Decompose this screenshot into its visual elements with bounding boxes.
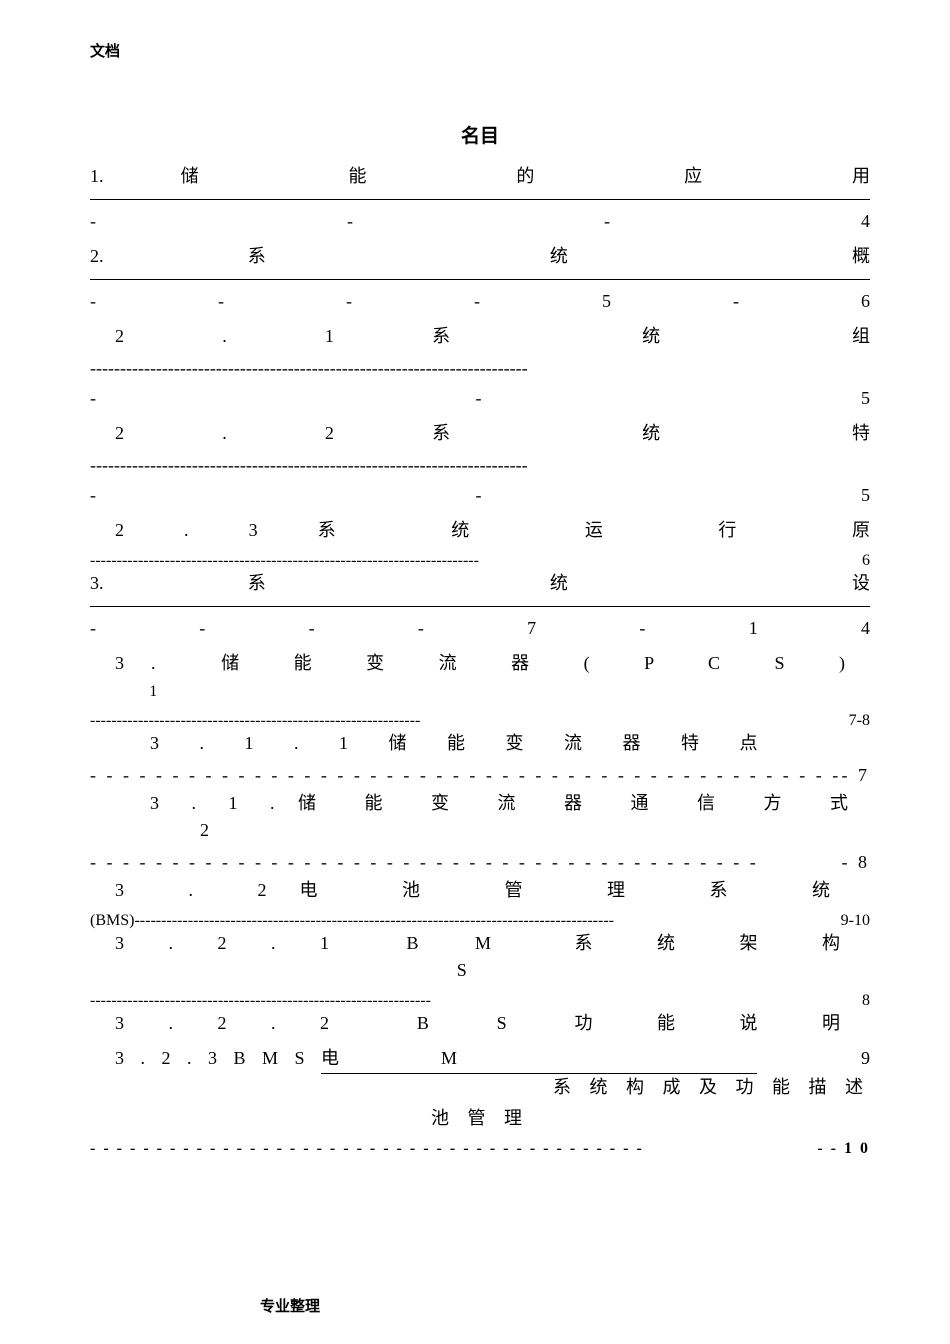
page-num: 7-8: [849, 712, 870, 730]
toc-page-1: - - - 4: [90, 208, 870, 235]
toc-entry-32: 3 . 2 电 池 管 理 系 统: [90, 877, 870, 904]
dashed-line-with-page: ----------------------------------------…: [90, 552, 870, 570]
page-num: 8: [862, 992, 870, 1010]
toc-entry-21: 2 . 1 系 统 组: [90, 323, 870, 350]
section-text: 电 池 管 理 系 统: [300, 877, 871, 904]
section-num: 3: [115, 650, 124, 704]
page-num: - 7: [842, 765, 871, 786]
toc-page-2: - - - - 5 - 6: [90, 288, 870, 315]
toc-entry-2: 2. 系 统 概: [90, 243, 870, 270]
section-num-bottom: 2: [150, 820, 209, 840]
section-num-stack: 3 . 1 . 2: [150, 790, 289, 844]
letter-b: B: [417, 1010, 429, 1037]
section-num: 3 . 2 . 3 B M S 电: [115, 1045, 345, 1101]
m-letter: M: [441, 1045, 457, 1101]
toc-entry-1: 1. 储 能 的 应 用: [90, 163, 870, 190]
section-num-top: 3 . 1 .: [150, 793, 289, 813]
toc-title: 名目: [90, 121, 870, 148]
dashed-line: ----------------------------------------…: [90, 455, 870, 476]
section-num: 3 . 2: [115, 877, 297, 904]
bms-line: (BMS) ----------------------------------…: [90, 912, 870, 930]
toc-entry-321: 3 . 2 . 1 B M S 系 统 架 构: [90, 930, 870, 984]
dashed-line-with-page: ----------------------------------------…: [90, 992, 870, 1010]
toc-entry-322: 3 . 2 . 2 B S 功 能 说 明: [90, 1010, 870, 1037]
toc-page-3: - - - - 7 - 1 4: [90, 615, 870, 642]
dashed-line-with-page: - - - - - - - - - - - - - - - - - - - - …: [90, 852, 870, 873]
dashed-line-with-page: ----------------------------------------…: [90, 712, 870, 730]
toc-page-22: - - 5: [90, 482, 870, 509]
section-text: 储 能 变 流 器 通 信 方 式: [298, 790, 870, 844]
separator-line: [90, 605, 870, 607]
section-text: 系 统 构 成 及 功 能 描 述: [553, 1077, 870, 1097]
toc-entry-22: 2 . 2 系 统 特: [90, 420, 870, 447]
last-dashed-line: - - - - - - - - - - - - - - - - - - - - …: [90, 1140, 870, 1158]
separator-line: [90, 198, 870, 200]
page-num: 9-10: [841, 912, 870, 930]
toc-entry-312: 3 . 1 . 2 储 能 变 流 器 通 信 方 式: [90, 790, 870, 844]
bms-stack: B M S: [406, 930, 517, 984]
section-text: 3 . 1 . 1 储 能 变 流 器 特 点: [90, 730, 776, 757]
bms-top: B M: [406, 933, 517, 953]
section-num: 3 . 2 . 2: [115, 1010, 349, 1037]
section-dot-sub: . 1: [149, 650, 157, 704]
page-num: 6: [860, 552, 870, 570]
page-num: - - 1 0: [817, 1140, 870, 1158]
dashed-line: ----------------------------------------…: [90, 358, 870, 379]
doc-header: 文档: [90, 40, 870, 61]
letter-m: M: [441, 1048, 457, 1068]
toc-entry-311: 3 . 1 . 1 储 能 变 流 器 特 点: [90, 730, 870, 757]
bms-label: (BMS): [90, 912, 134, 930]
page-num-9: 9: [553, 1045, 870, 1072]
section-text-bottom: 池 管 理: [90, 1105, 870, 1132]
section-text: 功 能 说 明: [574, 1010, 870, 1037]
section-num: 3 . 2 . 1: [115, 930, 349, 984]
sub-num: 1: [149, 683, 157, 700]
letter-s: S: [497, 1010, 507, 1037]
toc-entry-31: 3 . 1 储 能 变 流 器 ( P C S ): [90, 650, 870, 704]
section-text: 系 统 架 构: [574, 930, 870, 984]
section-text: 储 能 变 流 器 ( P C S ): [221, 650, 870, 704]
toc-entry-23: 2 . 3 系 统 运 行 原: [90, 517, 870, 544]
strike-line: [321, 1073, 757, 1074]
toc-page-21: - - 5: [90, 385, 870, 412]
bms-s: S: [457, 960, 467, 980]
page-num: - 8: [842, 852, 871, 873]
separator-line: [90, 278, 870, 280]
toc-entry-3: 3. 系 统 设: [90, 570, 870, 597]
dashed-line-with-page: - - - - - - - - - - - - - - - - - - - - …: [90, 765, 870, 786]
toc-entry-323: 3 . 2 . 3 B M S 电 M 9 系 统 构 成 及 功 能 描 述 …: [90, 1045, 870, 1132]
doc-footer: 专业整理: [260, 1295, 320, 1316]
dot: .: [151, 653, 156, 673]
